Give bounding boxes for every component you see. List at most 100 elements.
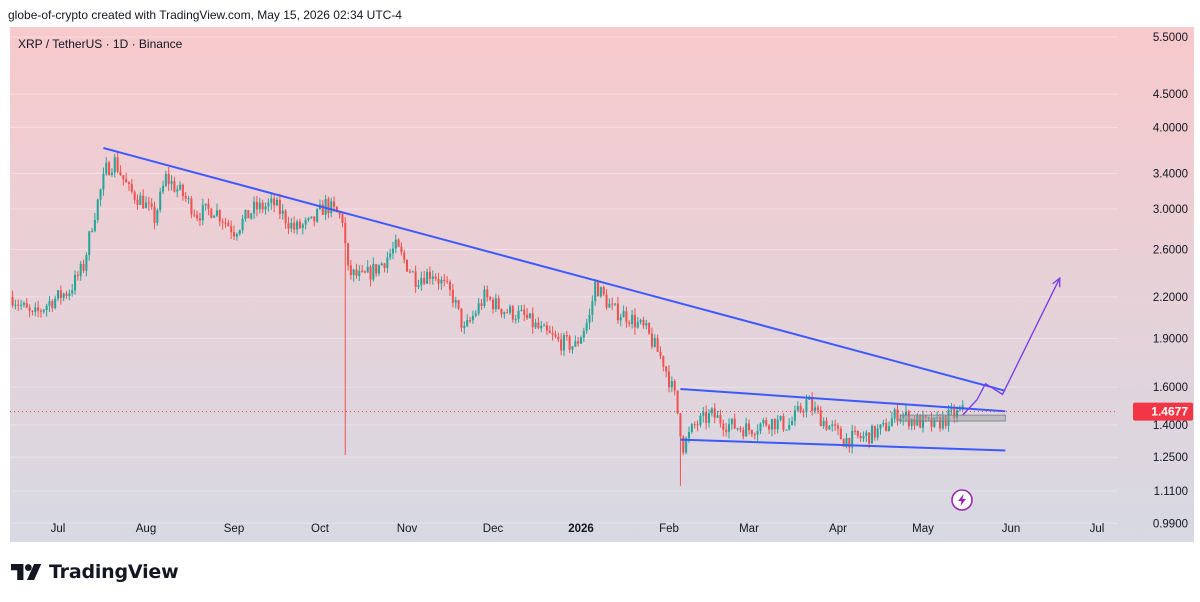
candle [543,323,546,327]
time-tick-label: Aug [136,523,156,535]
candle [560,333,563,356]
candle [198,212,201,227]
candle [779,415,782,422]
candle [443,274,446,287]
candle [304,217,307,230]
candle [88,230,91,261]
time-tick-label: Jun [1002,523,1021,535]
candle [142,189,145,210]
candle [85,252,88,277]
candle [238,229,241,236]
last-price-label: 1.4677 [1151,405,1188,419]
candle [474,310,477,318]
candle [904,404,908,422]
candle [702,406,705,423]
candle [551,326,554,341]
candle [537,317,540,330]
candle [568,334,571,353]
time-tick-label: Apr [829,523,847,535]
candle [79,261,82,281]
candle [201,198,204,226]
projection-path [962,277,1061,416]
candle [799,402,802,414]
candle [716,410,719,418]
candle [936,411,939,422]
candle [184,192,187,203]
candle [730,418,733,430]
candle [696,420,699,432]
candle [144,196,148,209]
candle [876,424,879,441]
candle [950,403,953,416]
candle [770,418,773,437]
candle [136,194,139,210]
candle [670,376,673,393]
candle [582,327,585,343]
candle [756,424,759,442]
candle [862,431,865,442]
candle [648,322,651,335]
candle [437,272,440,290]
candle [270,192,273,210]
candle [307,217,310,222]
candle [431,270,434,285]
candle [446,276,449,285]
candle [14,299,17,310]
chart-svg[interactable]: 5.5000 4.5000 4.0000 3.4000 3.0000 2.6000 2.20… [10,27,1194,542]
candle [426,268,429,284]
chart-area[interactable]: 5.5000 4.5000 4.0000 3.4000 3.0000 2.6000 2.20… [10,27,1194,542]
candle [258,197,261,214]
candle [235,232,238,241]
candle [105,157,108,176]
candle [25,298,28,309]
candle [411,270,414,273]
candle [147,196,150,211]
time-axis[interactable]: Jul Aug Sep Oct Nov Dec 2026 Feb Mar Apr May Jun Jul [51,523,1105,535]
candle [386,251,389,274]
candle [93,212,96,233]
channel-lower-line [680,438,1006,452]
tradingview-logo[interactable]: TradingView [11,560,179,584]
candle [785,429,788,431]
candle [394,234,397,253]
chart-caption: globe-of-crypto created with TradingView… [8,8,402,22]
candle [448,279,452,296]
candle [762,417,765,427]
candle [451,283,454,308]
candle [218,208,221,227]
candle [127,181,130,191]
candle [22,301,25,308]
price-tick-label: 1.9000 [1153,333,1188,345]
price-axis[interactable]: 5.5000 4.5000 4.0000 3.4000 3.0000 2.6000 2.20… [1133,32,1193,530]
candle [408,269,411,274]
candle [380,261,383,266]
candle [636,316,639,329]
candle [565,330,568,341]
candle [913,416,916,430]
candle [747,419,751,435]
price-tick-label: 1.4000 [1153,420,1188,432]
candle [822,417,825,429]
candle [457,299,460,311]
candle [616,296,619,324]
candle [939,413,942,432]
candle [375,263,378,277]
candle [241,214,244,234]
candle [545,321,548,335]
candle [347,242,350,271]
candle [181,183,184,201]
chart-background [10,27,1194,542]
candle [907,409,910,430]
tradingview-logo-icon [11,564,42,580]
price-tick-label: 3.0000 [1153,204,1188,216]
lightning-icon[interactable] [951,489,973,511]
candle [625,306,628,328]
candle [531,307,534,334]
candle [834,419,837,431]
candle [196,210,199,222]
candle [725,423,728,437]
candle [454,296,457,309]
candle [656,334,659,353]
candle [190,196,193,219]
candle [366,260,369,273]
